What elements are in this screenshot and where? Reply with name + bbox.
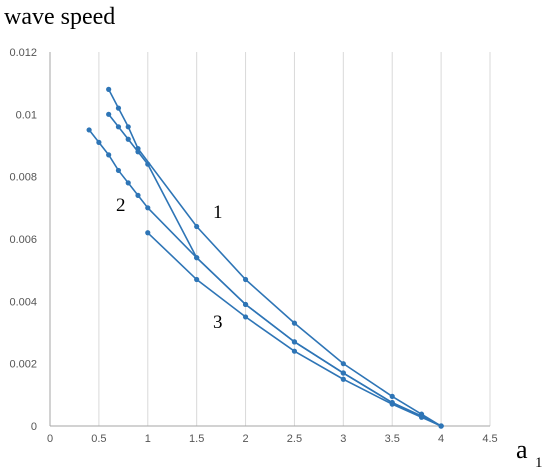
data-point	[106, 86, 112, 92]
data-point	[194, 223, 200, 230]
x-axis-title-subscript: 1	[535, 455, 543, 471]
data-point	[125, 136, 131, 142]
x-tick-label: 1	[145, 433, 151, 445]
data-point	[438, 423, 444, 429]
x-tick-label: 0	[47, 433, 53, 445]
x-axis-title: a	[516, 435, 528, 464]
curve-label-1: 1	[213, 202, 223, 223]
y-tick-label: 0.002	[9, 359, 37, 371]
series-line-2	[108, 113, 442, 427]
data-point	[135, 149, 141, 155]
grid-layer	[98, 52, 491, 426]
y-tick-label: 0.01	[16, 109, 37, 121]
data-point	[340, 361, 346, 367]
curve-label-3: 3	[213, 312, 223, 333]
data-point	[389, 393, 395, 399]
data-point	[145, 161, 151, 167]
data-point	[291, 320, 298, 326]
data-point	[340, 376, 346, 382]
x-tick-label: 4	[438, 433, 444, 445]
axis-layer: 0 0.5 1 1.5 2 2.5 3 3.5 4 4.5 0 0.002 0.004 0.006 0.00…	[9, 47, 497, 445]
data-point	[145, 230, 151, 236]
data-point	[125, 124, 131, 130]
data-point	[145, 205, 151, 211]
x-tick-label: 2	[242, 433, 248, 445]
series-line-3	[88, 129, 442, 427]
data-point	[106, 111, 112, 117]
data-point	[86, 127, 92, 133]
data-point	[115, 124, 122, 130]
y-tick-label: 0.004	[9, 296, 37, 308]
x-tick-label: 4.5	[482, 433, 497, 445]
data-point	[125, 180, 131, 186]
data-point	[340, 370, 346, 376]
data-point	[115, 105, 122, 111]
series-line-4	[147, 232, 442, 427]
y-axis-title: wave speed	[4, 4, 115, 30]
y-tick-label: 0	[31, 421, 37, 433]
data-point	[194, 255, 200, 261]
series-layer	[86, 86, 444, 429]
x-tick-label: 2.5	[287, 433, 302, 445]
y-tick-label: 0.008	[9, 172, 37, 184]
x-tick-label: 1.5	[189, 433, 204, 445]
data-point	[242, 276, 249, 283]
y-tick-label: 0.012	[9, 47, 37, 59]
label-layer: wave speed a 1 1 2 3	[4, 4, 543, 471]
data-point	[242, 314, 249, 320]
data-point	[291, 339, 298, 345]
x-tick-label: 0.5	[91, 433, 106, 445]
series-line-1	[107, 89, 442, 427]
data-point	[242, 301, 249, 308]
y-tick-label: 0.006	[9, 234, 37, 246]
curve-label-2: 2	[116, 195, 126, 216]
data-point	[389, 401, 395, 407]
data-point	[418, 414, 425, 420]
data-point	[96, 139, 102, 145]
x-tick-label: 3	[340, 433, 346, 445]
x-tick-label: 3.5	[385, 433, 400, 445]
data-point	[135, 192, 141, 198]
data-point	[194, 276, 200, 283]
data-point	[106, 152, 112, 158]
data-point	[291, 348, 298, 354]
data-point	[115, 167, 122, 174]
